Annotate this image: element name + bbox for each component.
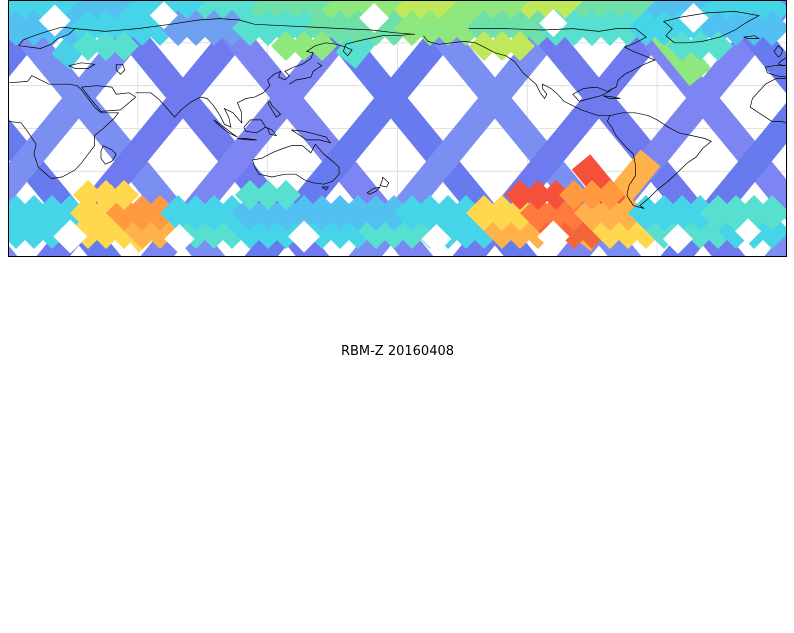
panel-title-rbm-z: RBM-Z 20160408 bbox=[340, 344, 455, 359]
map-panel-rbm-z bbox=[8, 0, 787, 257]
